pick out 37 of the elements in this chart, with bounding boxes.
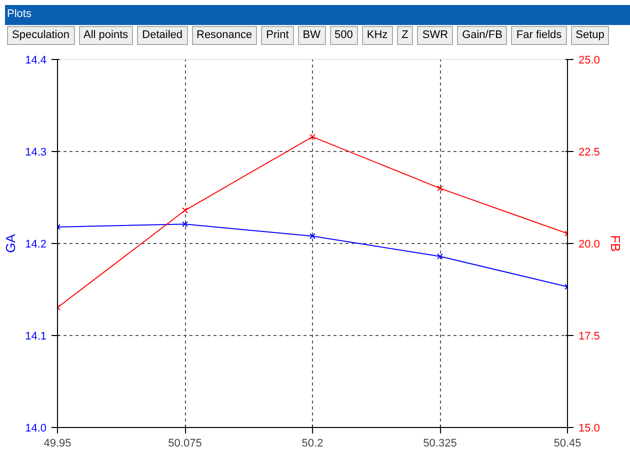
text: Speculation: [7, 26, 74, 46]
text: SWR: [417, 26, 454, 46]
text: 500: [330, 26, 358, 46]
point: [310, 134, 316, 140]
text: All points: [78, 26, 134, 46]
y2-tick-label: 15.0: [578, 422, 600, 434]
y-tick-label: 14.4: [25, 54, 47, 66]
text: Setup: [570, 26, 610, 46]
y-tick-label: 14.0: [25, 422, 47, 434]
y2-tick-label: 25.0: [578, 54, 600, 66]
text: Gain/FB: [457, 26, 508, 46]
text: Resonance: [192, 26, 258, 46]
point: [437, 185, 443, 192]
point: [310, 233, 316, 240]
text: BW: [298, 26, 326, 46]
y-axis-title: GA: [3, 234, 18, 253]
text: Z: [396, 26, 414, 46]
point: [182, 207, 188, 214]
x-tick-label: 50.45: [554, 438, 582, 449]
text: Detailed: [137, 26, 188, 46]
x-tick-label: 49.95: [44, 438, 72, 449]
text: Print: [261, 26, 294, 46]
y-tick-label: 14.3: [25, 146, 47, 158]
point: [182, 221, 188, 228]
text: Far fields: [511, 26, 567, 46]
y2-tick-label: 17.5: [578, 330, 600, 342]
x-tick-label: 50.075: [168, 438, 202, 449]
x-tick-label: 50.2: [302, 438, 324, 449]
y2-tick-label: 20.0: [578, 238, 600, 250]
y-tick-label: 14.2: [25, 238, 47, 250]
chart-title: Plots: [5, 5, 630, 25]
y2-tick-label: 22.5: [578, 146, 600, 158]
y-tick-label: 14.1: [25, 330, 47, 342]
point: [437, 253, 443, 260]
x-tick-label: 50.325: [423, 438, 457, 449]
text: KHz: [362, 26, 393, 46]
y2-axis-title: FB: [608, 235, 623, 252]
